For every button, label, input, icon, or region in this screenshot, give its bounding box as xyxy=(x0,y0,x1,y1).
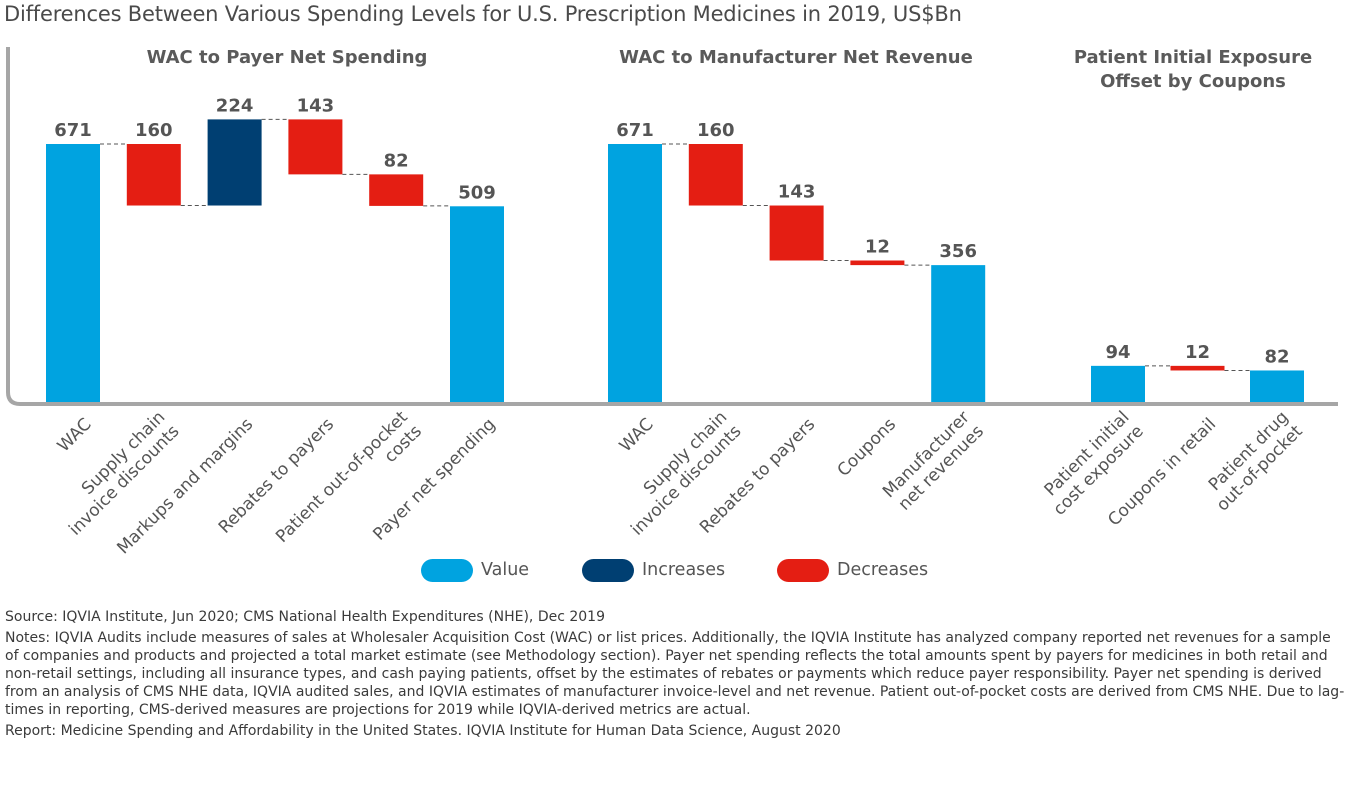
data-label-patient-drug-out-of-pocket-3: 82 xyxy=(1264,346,1289,367)
legend-swatch-value xyxy=(421,558,473,582)
data-label-coupons-2: 12 xyxy=(865,237,890,258)
data-label-supply-chain-invoice-discounts-1: 160 xyxy=(135,120,173,141)
chart-notes: Source: IQVIA Institute, Jun 2020; CMS N… xyxy=(5,608,1345,743)
data-label-markups-and-margins-1: 224 xyxy=(216,95,254,116)
legend-item-value: Value xyxy=(421,558,529,582)
legend-item-increases: Increases xyxy=(582,558,725,582)
data-label-patient-out-of-pocket-costs-1: 82 xyxy=(384,150,409,171)
bar-wac-1 xyxy=(46,144,100,402)
bar-patient-out-of-pocket-costs-1 xyxy=(369,174,424,206)
data-label-wac-2: 671 xyxy=(616,120,654,141)
bar-rebates-to-payers-1 xyxy=(288,119,343,175)
report-note: Report: Medicine Spending and Affordabil… xyxy=(5,723,841,739)
legend-swatch-decreases xyxy=(777,558,829,582)
bar-supply-chain-invoice-discounts-1 xyxy=(126,144,181,206)
data-label-supply-chain-invoice-discounts-2: 160 xyxy=(697,120,735,141)
source-note: Source: IQVIA Institute, Jun 2020; CMS N… xyxy=(5,609,605,625)
data-label-wac-1: 671 xyxy=(54,120,92,141)
data-label-patient-initial-cost-exposure-3: 94 xyxy=(1105,342,1130,363)
bar-markups-and-margins-1 xyxy=(207,119,262,206)
bar-rebates-to-payers-2 xyxy=(769,205,824,261)
panel-title-2: WAC to Manufacturer Net Revenue xyxy=(619,47,973,68)
bar-wac-2 xyxy=(608,144,662,402)
methodology-note: Notes: IQVIA Audits include measures of … xyxy=(5,630,1345,718)
data-label-payer-net-spending-1: 509 xyxy=(458,182,496,203)
tick-label-wac-1: WAC xyxy=(54,414,96,456)
bar-manufacturer-net-revenues-2 xyxy=(931,265,986,402)
legend-item-decreases: Decreases xyxy=(777,558,928,582)
data-label-rebates-to-payers-1: 143 xyxy=(297,95,335,116)
bar-patient-initial-cost-exposure-3 xyxy=(1091,365,1145,402)
data-label-manufacturer-net-revenues-2: 356 xyxy=(939,241,977,262)
bar-supply-chain-invoice-discounts-2 xyxy=(688,144,743,206)
chart-axis-frame xyxy=(6,47,1338,406)
data-label-rebates-to-payers-2: 143 xyxy=(778,182,816,203)
tick-label-wac-2: WAC xyxy=(616,414,658,456)
legend-label-increases: Increases xyxy=(642,560,726,580)
legend-swatch-increases xyxy=(582,558,634,582)
tick-label-manufacturer-net-revenues-2: Manufacturernet revenues xyxy=(879,407,988,516)
bar-patient-drug-out-of-pocket-3 xyxy=(1250,370,1304,402)
chart-legend: Value Increases Decreases xyxy=(0,558,1352,582)
panel-title-3: Patient Initial Exposure Offset by Coupon… xyxy=(1074,47,1312,92)
data-label-coupons-in-retail-3: 12 xyxy=(1185,342,1210,363)
chart-title: Differences Between Various Spending Lev… xyxy=(4,2,962,26)
panel-title-1: WAC to Payer Net Spending xyxy=(147,47,428,68)
tick-label-coupons-2: Coupons xyxy=(834,414,900,480)
tick-label-patient-out-of-pocket-costs-1: Patient out-of-pocketcosts xyxy=(272,407,426,561)
bar-payer-net-spending-1 xyxy=(450,206,504,402)
bar-coupons-in-retail-3 xyxy=(1170,365,1225,371)
bar-coupons-2 xyxy=(850,260,905,266)
legend-label-decreases: Decreases xyxy=(837,560,929,580)
legend-label-value: Value xyxy=(481,560,530,580)
waterfall-chart: WAC to Payer Net Spending671WAC160Supply… xyxy=(6,47,1338,561)
